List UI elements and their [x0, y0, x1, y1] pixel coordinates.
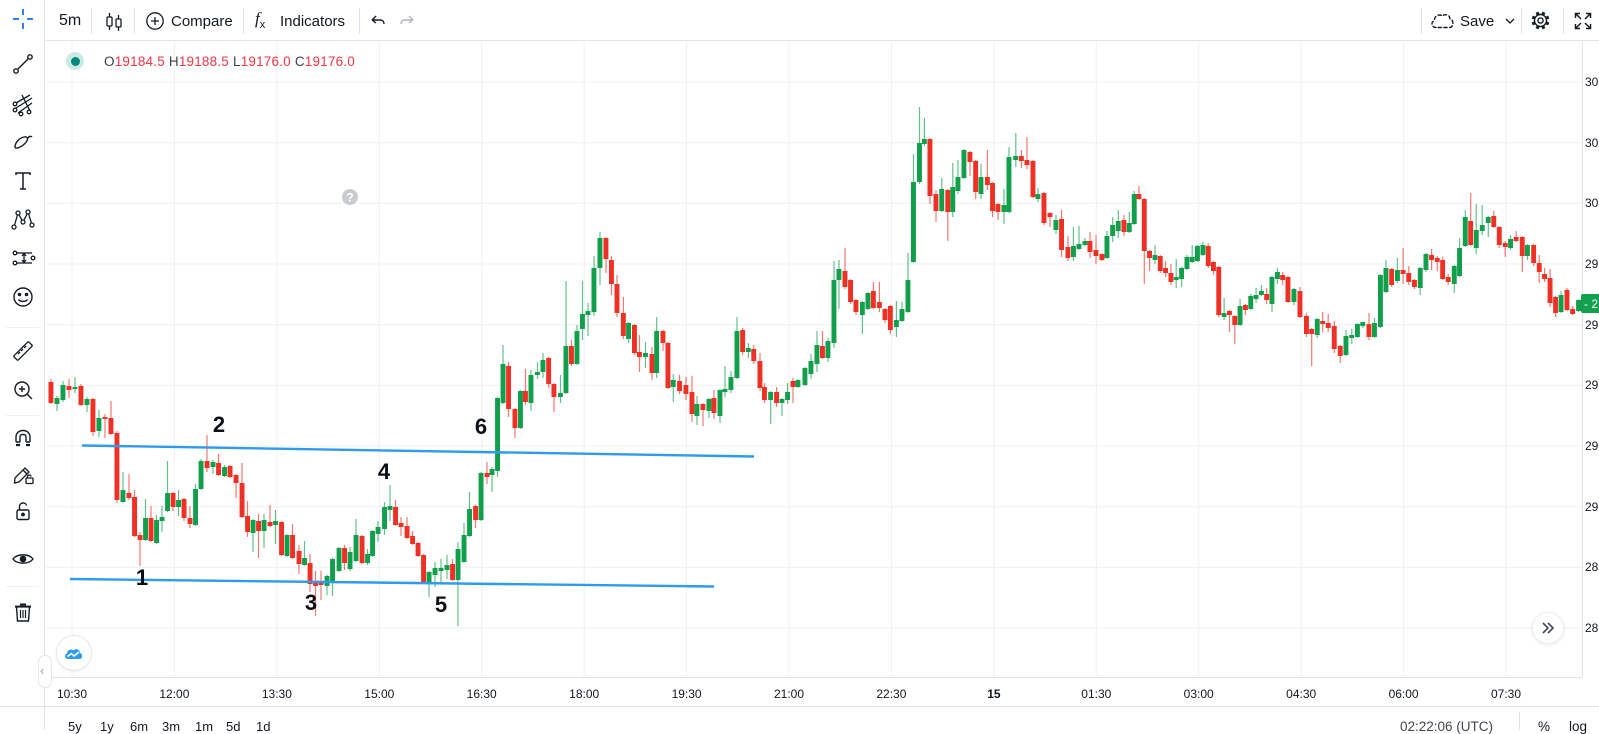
svg-text:3: 3 — [305, 590, 317, 615]
svg-text:?: ? — [346, 191, 353, 205]
svg-text:5: 5 — [435, 592, 447, 617]
svg-text:1: 1 — [136, 565, 148, 590]
svg-text:4: 4 — [378, 459, 391, 484]
svg-text:6: 6 — [475, 414, 487, 439]
svg-text:2: 2 — [213, 412, 225, 437]
